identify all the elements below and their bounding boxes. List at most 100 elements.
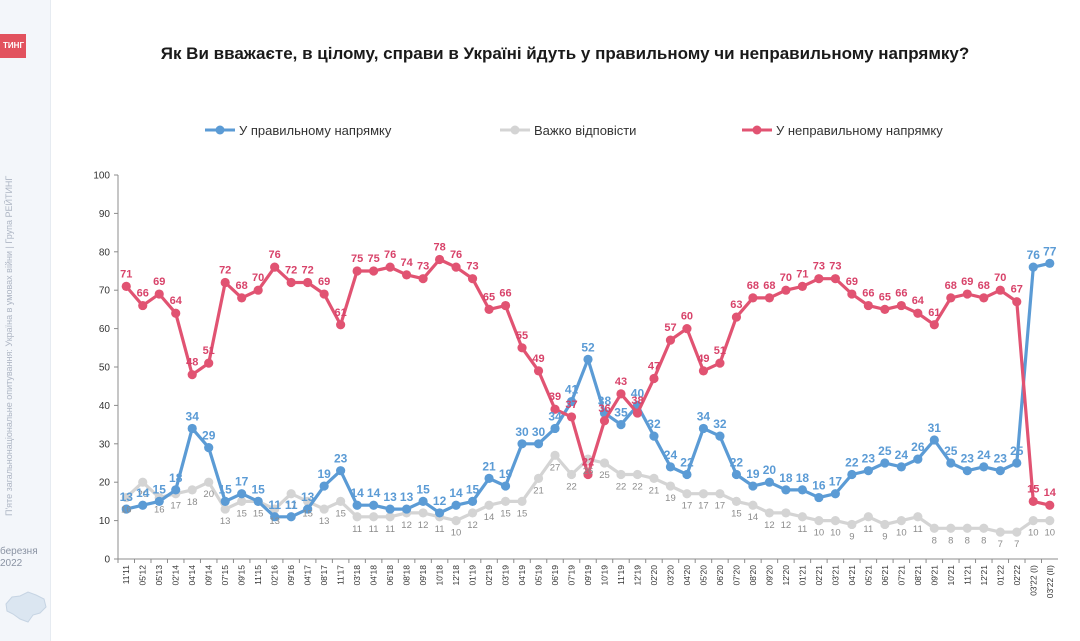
x-tick-label: 09'14: [204, 565, 214, 586]
data-label: 12: [401, 520, 412, 531]
data-label: 11: [385, 524, 395, 535]
data-label: 76: [384, 249, 396, 261]
data-point: [880, 458, 890, 468]
data-point: [484, 500, 494, 510]
data-point: [303, 504, 313, 514]
x-tick-label: 03'22 (I): [1028, 565, 1038, 596]
data-label: 10: [830, 528, 841, 539]
chart-title: Як Ви вважаєте, в цілому, справи в Украї…: [160, 44, 970, 63]
x-tick-label: 07'21: [896, 565, 906, 586]
y-tick-label: 20: [99, 478, 111, 489]
data-label: 17: [698, 501, 709, 512]
data-point: [286, 277, 296, 288]
x-tick-label: 09'16: [286, 565, 296, 586]
data-label: 47: [648, 361, 660, 373]
data-label: 21: [533, 485, 544, 496]
data-label: 67: [1011, 284, 1023, 296]
x-tick-label: 09'18: [418, 565, 428, 586]
data-point: [451, 262, 461, 272]
x-tick-label: 04'17: [303, 565, 313, 586]
y-tick-label: 70: [99, 286, 111, 297]
data-point: [319, 289, 329, 299]
data-point: [962, 523, 972, 533]
data-label: 23: [961, 452, 975, 466]
data-point: [418, 508, 428, 518]
data-label: 10: [896, 528, 907, 539]
data-point: [418, 274, 428, 284]
data-point: [451, 516, 461, 526]
data-label: 10: [814, 528, 825, 539]
data-label: 71: [796, 268, 808, 280]
data-point: [1028, 496, 1038, 506]
legend-label: Важко відповісти: [534, 122, 637, 138]
data-label: 15: [416, 482, 430, 496]
data-point: [698, 489, 709, 499]
data-label: 13: [120, 490, 134, 504]
data-label: 14: [367, 486, 381, 500]
x-tick-label: 01'22: [995, 565, 1005, 586]
x-tick-label: 05'19: [534, 565, 544, 586]
data-point: [913, 512, 923, 522]
data-point: [880, 519, 890, 530]
legend-marker-red: [742, 125, 772, 135]
data-label: 68: [945, 280, 957, 292]
data-point: [731, 469, 742, 480]
data-point: [138, 477, 148, 487]
data-label: 68: [763, 280, 775, 292]
data-label: 7: [1014, 539, 1019, 550]
data-label: 32: [647, 417, 661, 431]
x-tick-label: 05'12: [138, 565, 148, 586]
data-label: 24: [977, 448, 991, 462]
data-label: 66: [137, 288, 149, 300]
data-point: [451, 500, 461, 510]
data-point: [731, 496, 742, 506]
data-label: 23: [334, 452, 348, 466]
data-label: 27: [550, 462, 561, 473]
data-point: [352, 512, 362, 522]
data-point: [979, 462, 989, 472]
data-point: [649, 473, 659, 483]
data-label: 70: [780, 272, 792, 284]
data-point: [171, 485, 181, 495]
legend-marker-gray: [500, 125, 530, 135]
data-point: [1012, 458, 1022, 468]
data-point: [319, 504, 329, 514]
data-label: 29: [202, 429, 216, 443]
data-label: 23: [994, 452, 1008, 466]
data-point: [764, 477, 775, 487]
data-label: 19: [499, 467, 513, 481]
y-tick-label: 30: [99, 439, 111, 450]
data-point: [220, 504, 230, 514]
x-tick-label: 04'21: [847, 565, 857, 586]
data-label: 69: [153, 276, 165, 288]
data-point: [599, 416, 610, 426]
data-point: [797, 512, 807, 522]
x-tick-label: 06'18: [385, 565, 395, 586]
data-label: 25: [944, 444, 958, 458]
data-point: [550, 423, 560, 434]
data-label: 11: [797, 524, 807, 535]
data-label: 11: [435, 524, 445, 535]
data-point: [830, 516, 840, 526]
data-point: [649, 373, 659, 384]
data-label: 10: [1044, 528, 1055, 539]
x-tick-label: 05'13: [154, 565, 164, 586]
x-tick-label: 04'18: [369, 565, 379, 586]
x-tick-label: 07'19: [567, 565, 577, 586]
data-point: [814, 492, 824, 503]
data-point: [764, 293, 775, 303]
legend-label: У правильному напрямку: [239, 122, 392, 138]
data-label: 61: [335, 307, 347, 319]
data-label: 26: [583, 466, 594, 477]
y-tick-label: 100: [93, 171, 110, 182]
data-point: [484, 304, 494, 314]
data-point: [220, 496, 230, 506]
data-point: [171, 308, 181, 318]
data-label: 55: [516, 330, 528, 342]
data-label: 66: [895, 288, 907, 300]
data-label: 22: [730, 456, 744, 470]
data-point: [533, 473, 544, 483]
data-label: 64: [912, 295, 925, 307]
y-tick-label: 40: [99, 401, 111, 412]
